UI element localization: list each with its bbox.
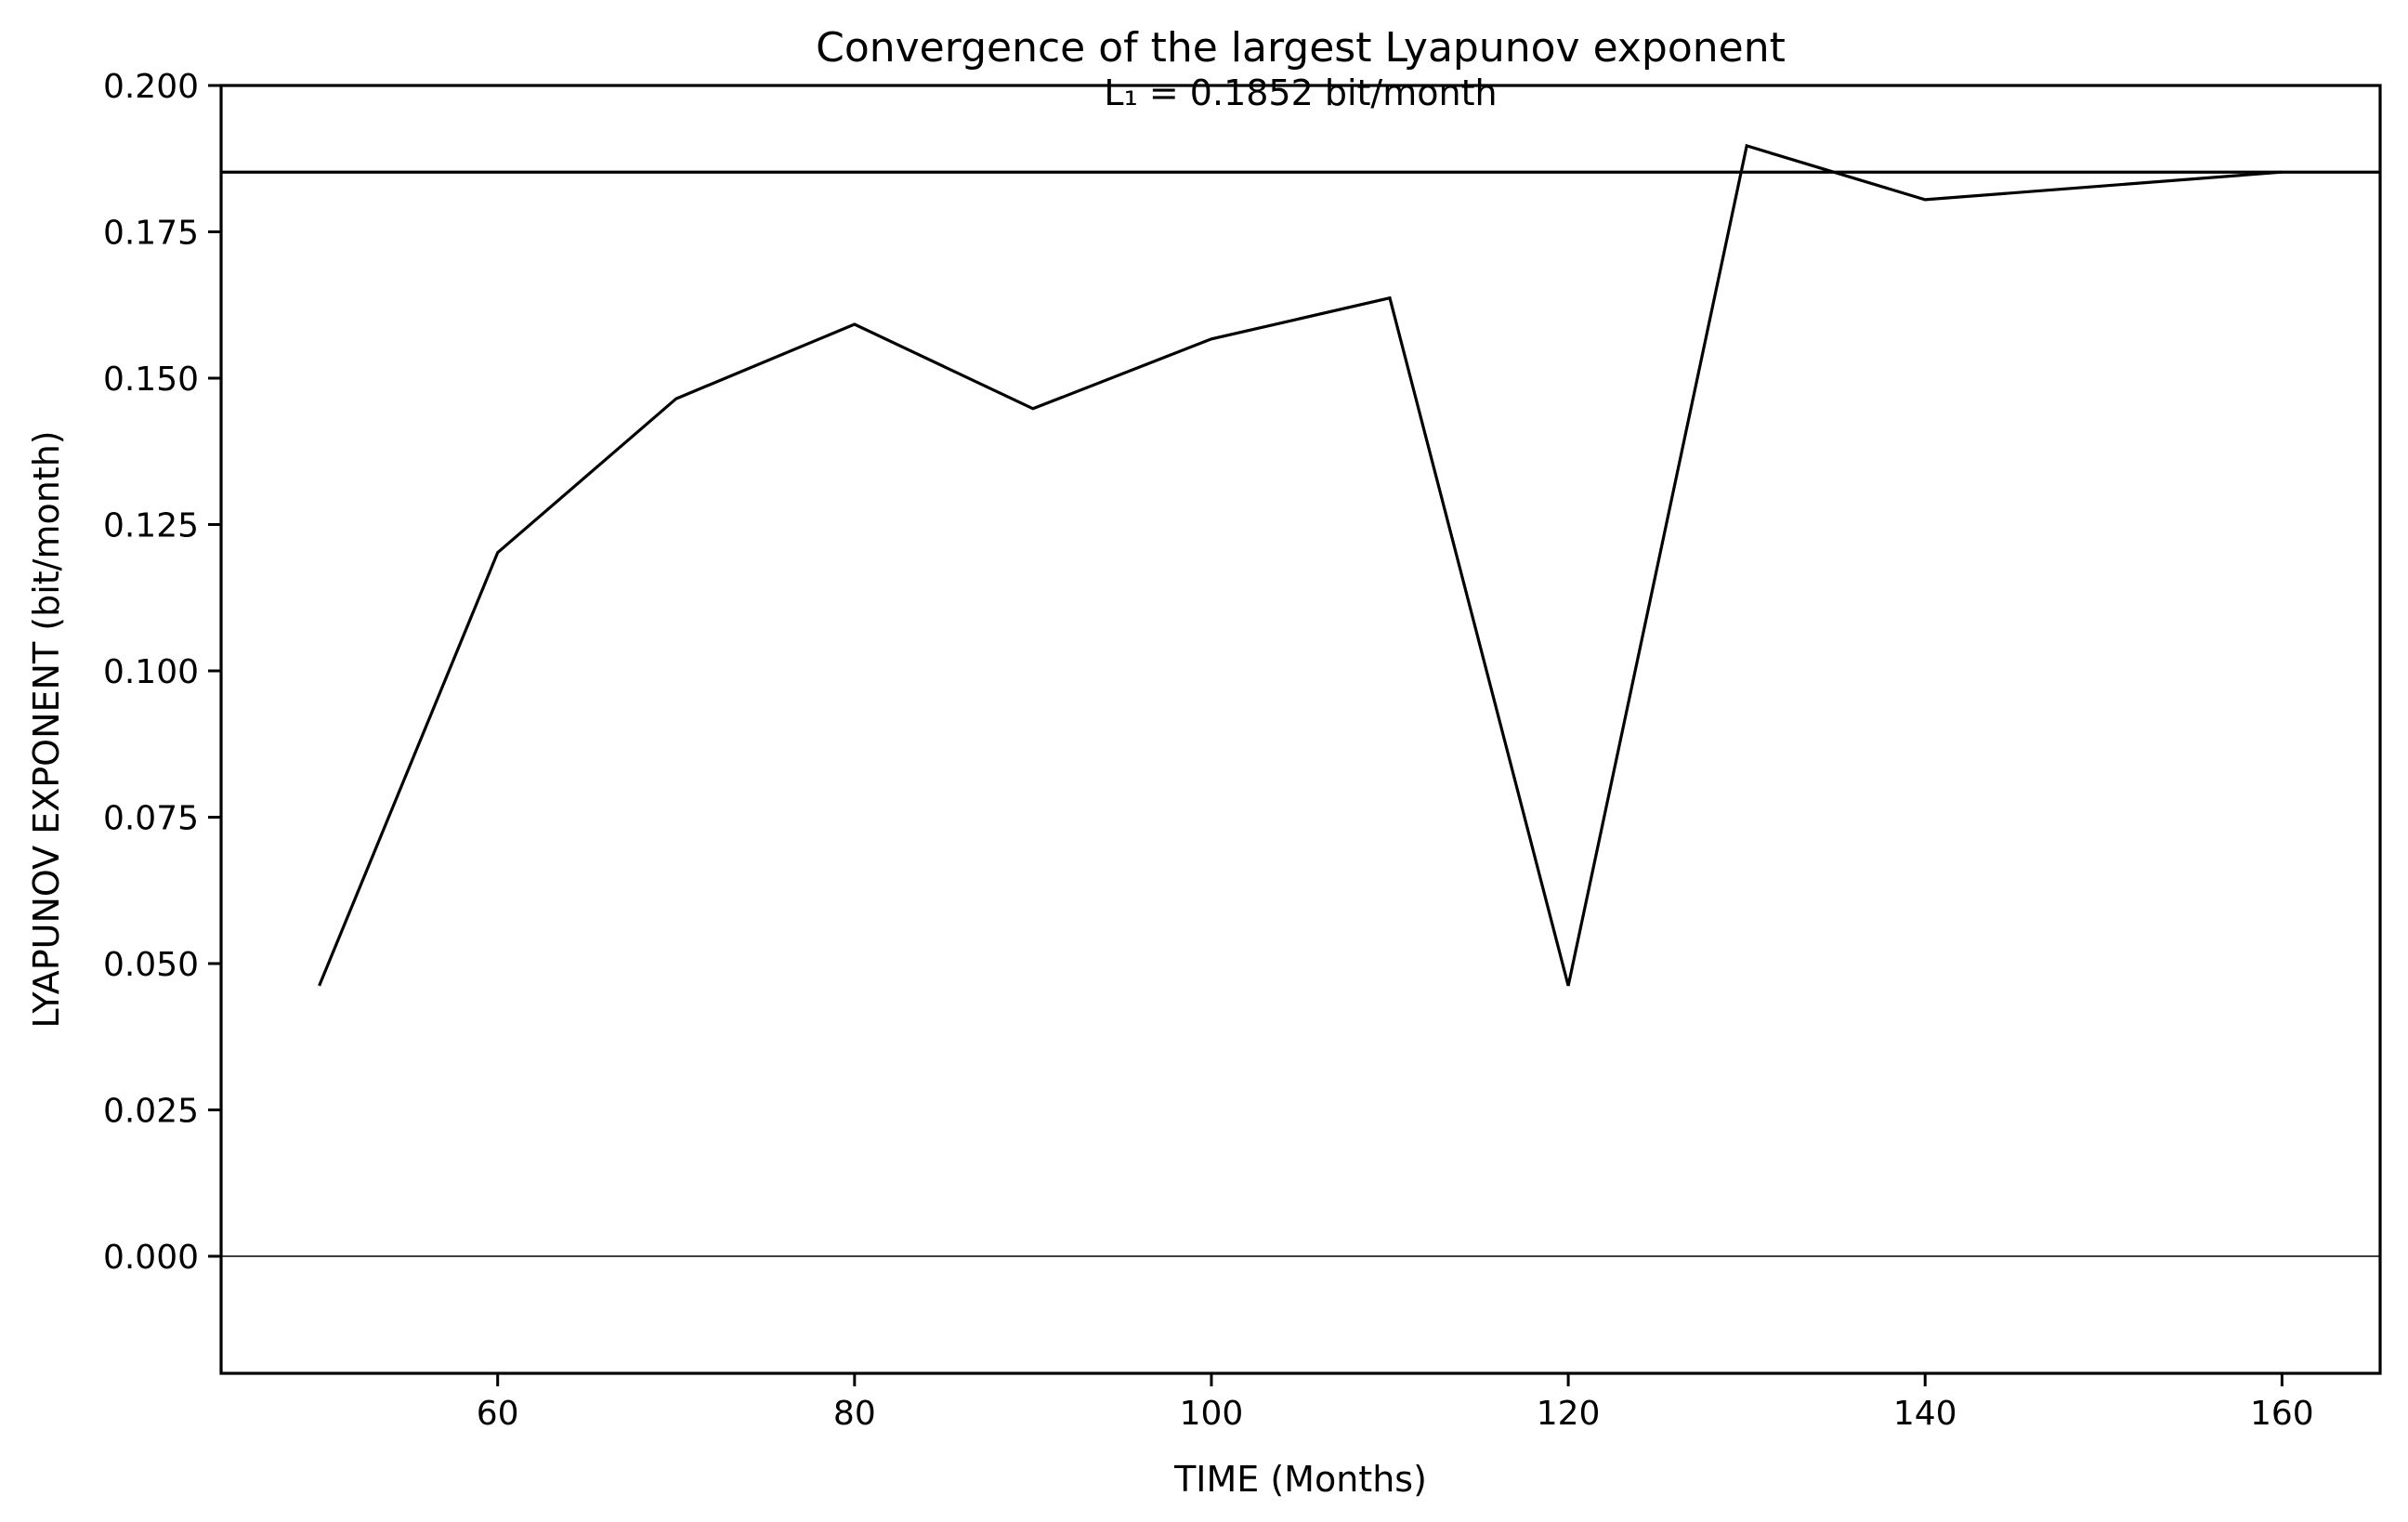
- x-tick-label: 160: [2250, 1395, 2314, 1433]
- x-tick-label: 60: [477, 1395, 519, 1433]
- x-tick-label: 100: [1180, 1395, 1244, 1433]
- x-tick-label: 120: [1537, 1395, 1601, 1433]
- x-tick-label: 80: [833, 1395, 876, 1433]
- y-tick-label: 0.000: [103, 1239, 199, 1277]
- y-tick-label: 0.125: [103, 507, 199, 545]
- y-tick-label: 0.075: [103, 800, 199, 838]
- plot-frame: [219, 84, 2382, 1375]
- y-tick-label: 0.200: [103, 68, 199, 106]
- x-tick-label: 140: [1893, 1395, 1957, 1433]
- y-tick-label: 0.150: [103, 361, 199, 399]
- y-tick-label: 0.100: [103, 653, 199, 691]
- y-tick-label: 0.025: [103, 1093, 199, 1131]
- chart-title: Convergence of the largest Lyapunov expo…: [816, 24, 1786, 72]
- y-axis-label: LYAPUNOV EXPONENT (bit/month): [26, 430, 67, 1028]
- y-tick-label: 0.050: [103, 946, 199, 984]
- chart-annotation: L₁ = 0.1852 bit/month: [1104, 72, 1497, 113]
- plot-area: 60 80 100 120 140 160 0.000 0.025 0.050 0.075 0.10…: [103, 68, 2382, 1433]
- x-axis-label: TIME (Months): [1173, 1459, 1427, 1500]
- y-tick-label: 0.175: [103, 215, 199, 253]
- series-line: [318, 143, 2283, 987]
